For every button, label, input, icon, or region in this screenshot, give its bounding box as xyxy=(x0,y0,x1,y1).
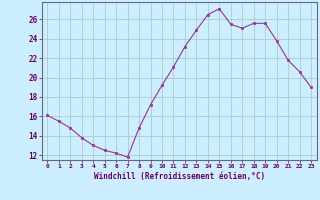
X-axis label: Windchill (Refroidissement éolien,°C): Windchill (Refroidissement éolien,°C) xyxy=(94,172,265,181)
